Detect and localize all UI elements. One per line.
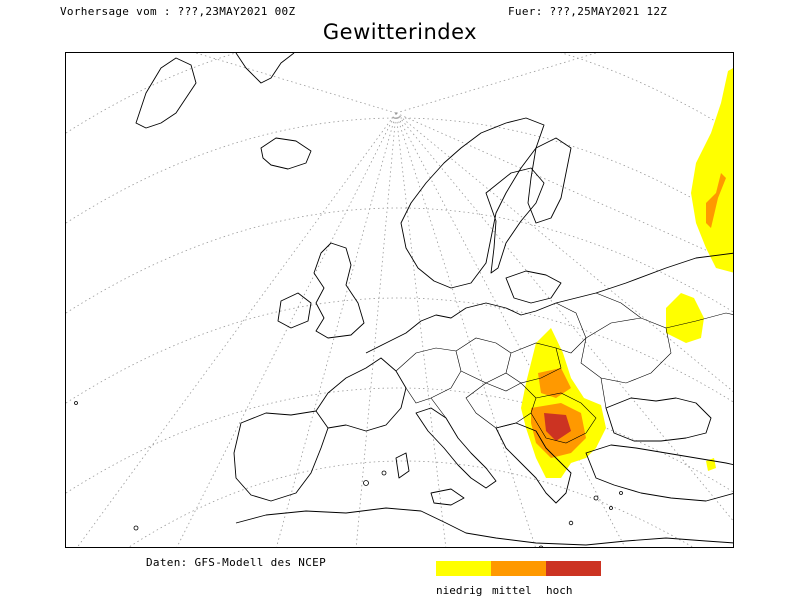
data-source-note: Daten: GFS-Modell des NCEP	[146, 556, 326, 569]
legend-label-low: niedrig	[436, 584, 483, 597]
map-canvas	[66, 53, 733, 547]
europe-map	[65, 52, 734, 548]
storm-area-low-east	[691, 68, 733, 273]
country-borders	[395, 292, 733, 444]
storm-index-areas	[521, 68, 733, 478]
map-title: Gewitterindex	[322, 20, 478, 44]
islands	[74, 401, 623, 547]
storm-area-medium-east	[706, 173, 726, 228]
legend-label-medium: mittel	[492, 584, 532, 597]
storm-area-low-ukraine	[666, 293, 704, 343]
legend-label-high: hoch	[546, 584, 573, 597]
storm-area-high-balkans	[544, 413, 571, 441]
legend-swatch-medium	[491, 561, 546, 576]
legend-swatch-low	[436, 561, 491, 576]
legend-swatch-high	[546, 561, 601, 576]
forecast-init-time: Vorhersage vom : ???,23MAY2021 00Z	[60, 5, 296, 18]
coastlines	[135, 53, 733, 546]
forecast-valid-time: Fuer: ???,25MAY2021 12Z	[508, 5, 668, 18]
graticule	[66, 53, 733, 547]
